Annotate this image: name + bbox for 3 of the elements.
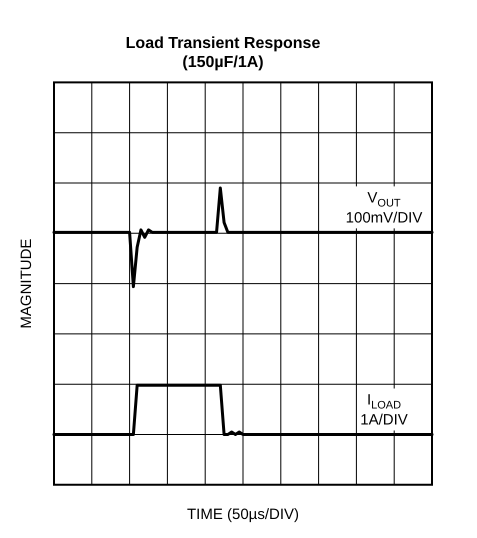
y-axis-title: MAGNITUDE <box>18 238 36 329</box>
x-axis-title: TIME (50µs/DIV) <box>187 506 299 524</box>
chart-title: Load Transient Response (150µF/1A) <box>126 35 320 72</box>
